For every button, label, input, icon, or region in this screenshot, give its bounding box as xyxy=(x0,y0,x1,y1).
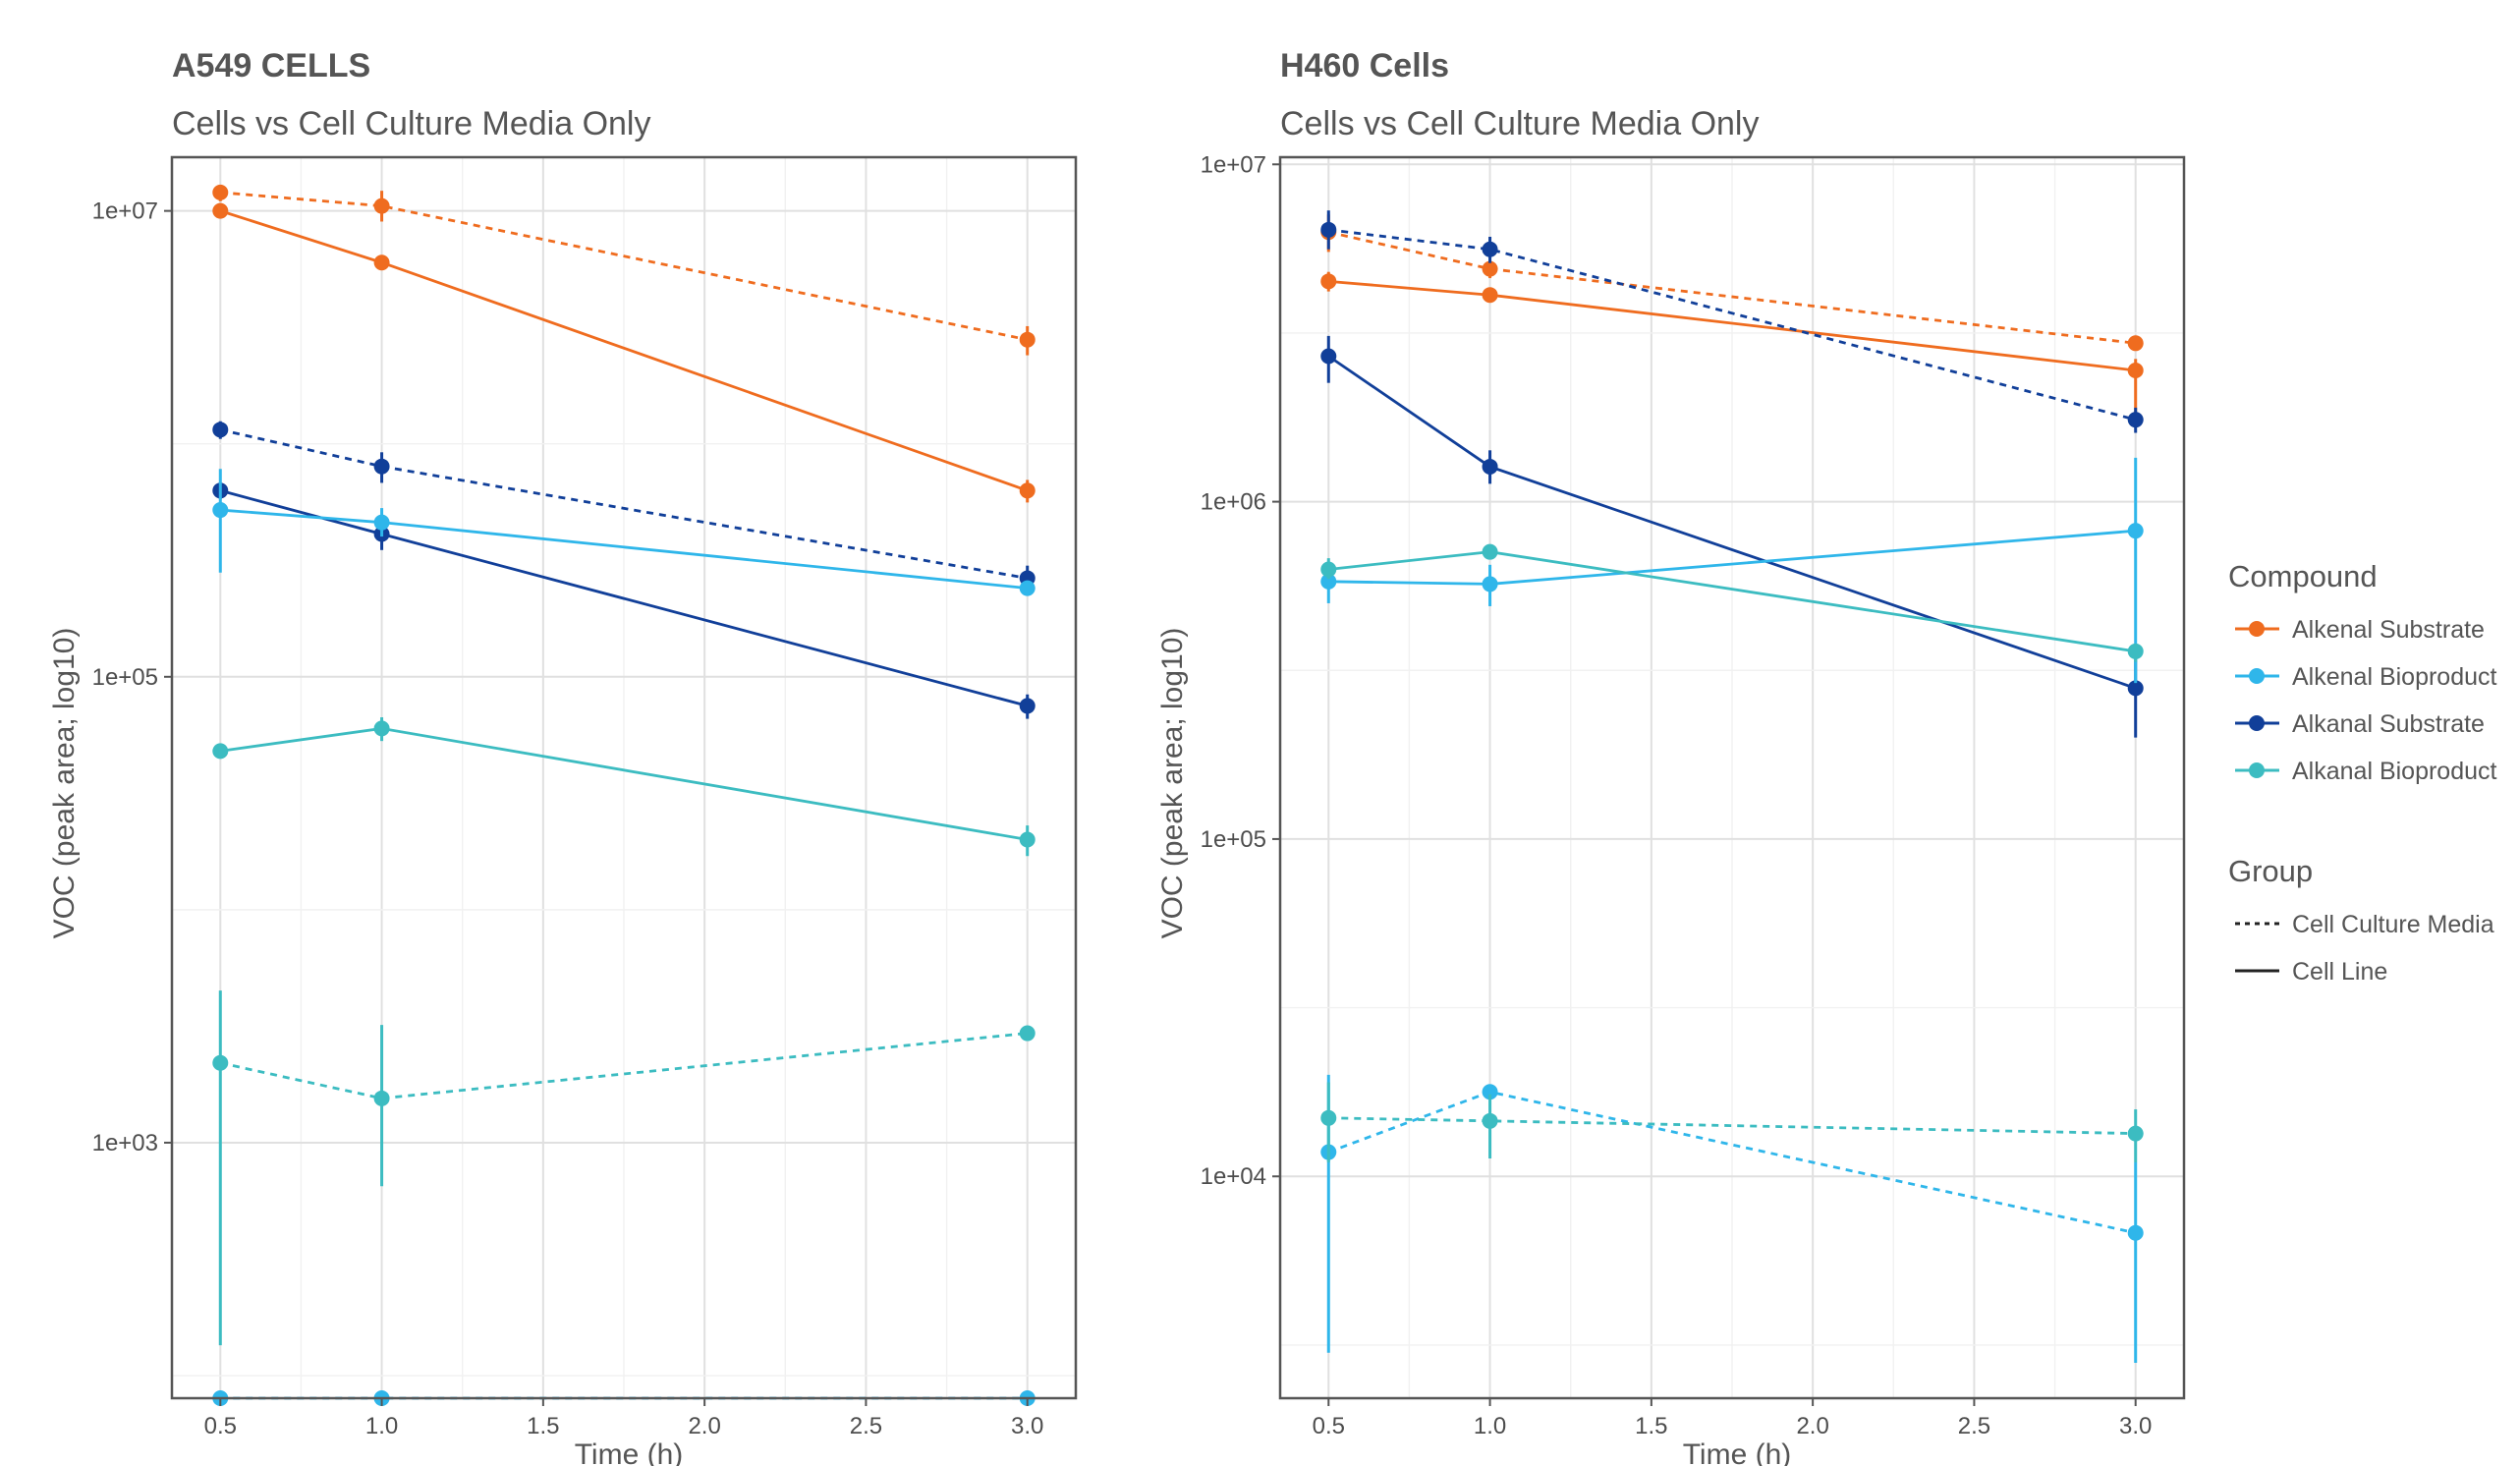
legend-item-cell-line: Cell Line xyxy=(2292,958,2387,986)
alkanal-substrate-media-point xyxy=(1482,241,1498,257)
y-axis-label: VOC (peak area; log10) xyxy=(1156,628,1189,939)
alkenal-bioproduct-cell-line-point xyxy=(1482,576,1498,592)
alkenal-substrate-cell-line-point xyxy=(1320,273,1337,290)
y-tick-label: 1e+07 xyxy=(92,198,158,225)
x-tick-label: 1.5 xyxy=(1635,1413,1667,1439)
plot-area: 0.5 1.0 1.5 2.0 2.5 3.0 1e+04 1e+05 1e+06 1e+07 xyxy=(1201,151,2186,1439)
alkanal-substrate-media-point xyxy=(373,458,390,475)
alkanal-substrate-media-line xyxy=(219,427,1028,580)
legend-item-alkenal-substrate: Alkenal Substrate xyxy=(2292,616,2485,644)
plot-area: 0.5 1.0 1.5 2.0 2.5 3.0 1e+03 1e+05 1e+07 xyxy=(92,155,1078,1439)
chart-subtitle: Cells vs Cell Culture Media Only xyxy=(172,105,651,142)
chart-subtitle: Cells vs Cell Culture Media Only xyxy=(1280,105,1760,142)
alkanal-bioproduct-media-point xyxy=(1320,1109,1337,1126)
chart-a549: A549 CELLS Cells vs Cell Culture Media O… xyxy=(48,47,1078,1466)
alkenal-substrate-cell-line-point xyxy=(1482,287,1498,304)
legend: Compound Alkenal Substrate Alkenal Biopro… xyxy=(2228,559,2497,986)
y-tick-label: 1e+07 xyxy=(1201,151,1266,178)
legend-title-group: Group xyxy=(2228,854,2313,888)
x-tick-label: 1.5 xyxy=(527,1413,559,1439)
legend-item-alkanal-bioproduct: Alkanal Bioproduct xyxy=(2292,758,2497,785)
alkenal-bioproduct-media-point xyxy=(1482,1084,1498,1100)
alkenal-bioproduct-cell-line-point xyxy=(373,514,390,531)
legend-group: Cell Culture Media Cell Line xyxy=(2235,911,2494,986)
alkanal-bioproduct-cell-line-point xyxy=(373,720,390,737)
alkanal-bioproduct-media-line xyxy=(1328,1116,2136,1136)
alkanal-bioproduct-media-line xyxy=(219,1032,1028,1100)
alkanal-bioproduct-media-point xyxy=(373,1090,390,1106)
alkanal-substrate-cell-line-point xyxy=(2127,680,2144,697)
legend-compound: Alkenal Substrate Alkenal Bioproduct Alkan… xyxy=(2235,616,2497,785)
x-axis-label: Time (h) xyxy=(1683,1438,1792,1466)
plot-border xyxy=(170,155,1078,1400)
alkenal-substrate-media-point xyxy=(212,184,229,200)
alkanal-substrate-media-point xyxy=(1320,221,1337,238)
legend-item-cell-culture-media: Cell Culture Media xyxy=(2292,911,2494,938)
alkanal-substrate-cell-line-point xyxy=(1019,698,1036,714)
legend-key-point xyxy=(2249,762,2265,778)
alkenal-substrate-cell-line-point xyxy=(2127,362,2144,378)
x-tick-label: 1.0 xyxy=(365,1413,398,1439)
x-tick-label: 2.0 xyxy=(1796,1413,1828,1439)
alkanal-bioproduct-media-point xyxy=(1019,1025,1036,1042)
x-axis-label: Time (h) xyxy=(575,1438,684,1466)
alkenal-substrate-cell-line-point xyxy=(373,254,390,271)
alkanal-bioproduct-cell-line-point xyxy=(2127,643,2144,659)
alkenal-substrate-media-point xyxy=(1482,260,1498,277)
alkenal-bioproduct-cell-line-point xyxy=(1019,580,1036,596)
alkenal-bioproduct-media-point xyxy=(2127,1224,2144,1241)
x-tick-label: 3.0 xyxy=(1011,1413,1043,1439)
alkanal-substrate-media-point xyxy=(212,422,229,438)
alkenal-substrate-media-point xyxy=(2127,335,2144,352)
legend-item-alkenal-bioproduct: Alkenal Bioproduct xyxy=(2292,663,2497,691)
alkanal-bioproduct-media-point xyxy=(2127,1125,2144,1142)
alkanal-bioproduct-cell-line-point xyxy=(212,743,229,760)
x-tick-label: 0.5 xyxy=(1313,1413,1345,1439)
x-tick-label: 2.5 xyxy=(850,1413,882,1439)
y-axis-label: VOC (peak area; log10) xyxy=(48,628,81,939)
alkanal-substrate-media-point xyxy=(2127,412,2144,428)
alkanal-bioproduct-cell-line-point xyxy=(1019,831,1036,848)
legend-item-alkanal-substrate: Alkanal Substrate xyxy=(2292,710,2485,738)
chart-title: A549 CELLS xyxy=(172,47,370,85)
chart-title: H460 Cells xyxy=(1280,47,1449,85)
x-tick-label: 1.0 xyxy=(1474,1413,1506,1439)
y-tick-label: 1e+05 xyxy=(1201,826,1266,853)
alkenal-substrate-media-point xyxy=(373,197,390,214)
legend-key-point xyxy=(2249,668,2265,684)
plot-border xyxy=(1278,155,2186,1400)
x-tick-label: 3.0 xyxy=(2119,1413,2152,1439)
legend-title-compound: Compound xyxy=(2228,559,2378,593)
alkanal-substrate-media-line xyxy=(1328,228,2137,422)
alkenal-bioproduct-cell-line-point xyxy=(212,502,229,519)
alkenal-substrate-media-line xyxy=(220,191,1028,342)
x-tick-label: 2.5 xyxy=(1958,1413,1990,1439)
alkenal-substrate-media-point xyxy=(1019,331,1036,348)
alkenal-bioproduct-cell-line-point xyxy=(2127,523,2144,539)
x-tick-label: 2.0 xyxy=(688,1413,720,1439)
y-tick-label: 1e+03 xyxy=(92,1130,158,1156)
alkanal-substrate-cell-line-point xyxy=(1320,348,1337,365)
alkanal-bioproduct-media-point xyxy=(1482,1112,1498,1129)
alkanal-substrate-cell-line-point xyxy=(1482,458,1498,475)
x-tick-label: 0.5 xyxy=(204,1413,237,1439)
legend-key-point xyxy=(2249,715,2265,731)
alkenal-substrate-cell-line-point xyxy=(212,202,229,219)
alkenal-substrate-cell-line-point xyxy=(1019,482,1036,499)
alkenal-substrate-media-line xyxy=(1327,230,2136,345)
y-tick-label: 1e+04 xyxy=(1201,1163,1266,1190)
alkanal-bioproduct-media-point xyxy=(212,1054,229,1071)
alkenal-bioproduct-cell-line-point xyxy=(1320,573,1337,590)
y-tick-label: 1e+06 xyxy=(1201,489,1266,516)
chart-h460: H460 Cells Cells vs Cell Culture Media O… xyxy=(1156,47,2186,1466)
alkanal-bioproduct-cell-line-point xyxy=(1482,543,1498,560)
legend-key-point xyxy=(2249,621,2265,637)
alkanal-bioproduct-cell-line-point xyxy=(1320,561,1337,578)
y-tick-label: 1e+05 xyxy=(92,664,158,691)
